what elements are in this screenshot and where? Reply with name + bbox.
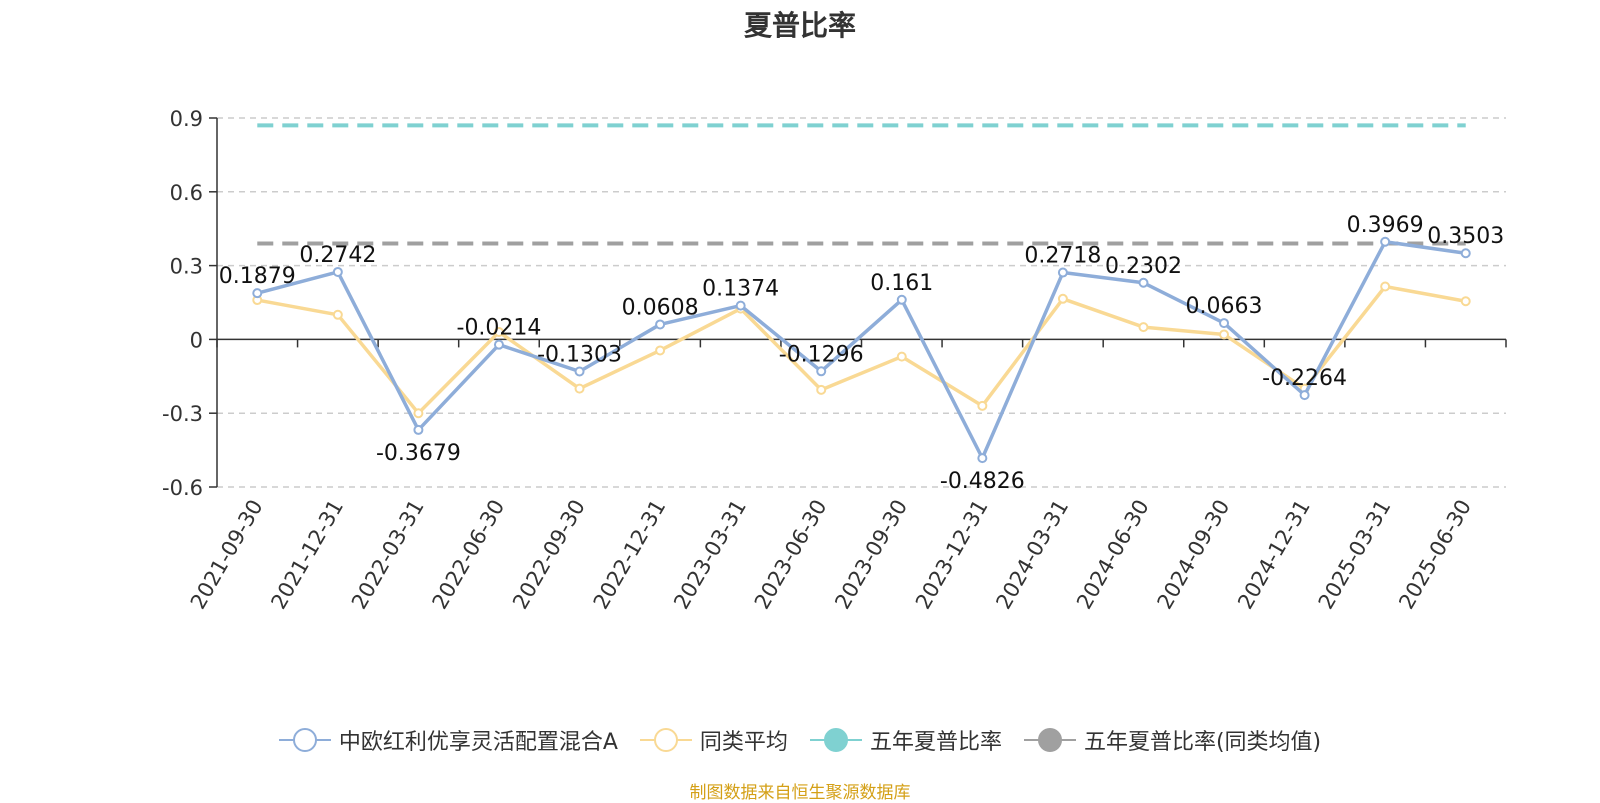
legend-marker-icon bbox=[1023, 728, 1076, 752]
y-tick-label: 0.6 bbox=[170, 181, 203, 205]
data-labels: 0.18790.2742-0.3679-0.0214-0.13030.06080… bbox=[219, 213, 1504, 494]
data-point[interactable] bbox=[493, 339, 504, 350]
data-label: 0.3969 bbox=[1347, 213, 1424, 238]
data-point[interactable] bbox=[896, 294, 907, 305]
data-point[interactable] bbox=[413, 424, 424, 435]
data-label: 0.1879 bbox=[219, 264, 296, 289]
series-line bbox=[256, 284, 1467, 415]
x-tick-label: 2024-03-31 bbox=[991, 496, 1073, 614]
data-label: 0.2742 bbox=[299, 243, 376, 268]
x-tick-label: 2022-12-31 bbox=[589, 496, 671, 614]
data-point[interactable] bbox=[1138, 277, 1149, 288]
data-label: -0.2264 bbox=[1262, 366, 1347, 391]
data-label: 0.0608 bbox=[622, 295, 699, 320]
data-point[interactable] bbox=[1138, 322, 1149, 333]
x-tick-label: 2024-06-30 bbox=[1072, 496, 1154, 614]
legend-marker-icon bbox=[278, 728, 331, 752]
y-tick-label: 0.9 bbox=[170, 107, 203, 131]
data-point[interactable] bbox=[493, 327, 504, 338]
x-tick-label: 2023-12-31 bbox=[911, 496, 993, 614]
y-tick-label: 0 bbox=[190, 328, 203, 352]
data-point[interactable] bbox=[413, 408, 424, 419]
data-point[interactable] bbox=[1380, 281, 1391, 292]
data-label: -0.1303 bbox=[537, 342, 622, 367]
legend-label: 同类平均 bbox=[699, 730, 788, 755]
series-line bbox=[256, 240, 1466, 460]
legend-marker-icon bbox=[639, 728, 692, 752]
data-point[interactable] bbox=[1219, 318, 1230, 329]
x-tick-label: 2024-12-31 bbox=[1233, 496, 1315, 614]
data-point[interactable] bbox=[574, 383, 585, 394]
data-point[interactable] bbox=[655, 319, 666, 330]
x-tick-label: 2025-06-30 bbox=[1394, 496, 1476, 614]
data-point[interactable] bbox=[252, 288, 263, 299]
legend-label: 五年夏普比率(同类均值) bbox=[1083, 730, 1322, 755]
data-label: -0.0214 bbox=[457, 316, 542, 341]
legend-item[interactable]: 五年夏普比率 bbox=[809, 724, 1002, 756]
data-point[interactable] bbox=[1057, 267, 1068, 278]
data-label: 0.3503 bbox=[1427, 224, 1504, 249]
y-tick-label: 0.3 bbox=[170, 255, 203, 279]
x-tick-label: 2021-12-31 bbox=[266, 496, 348, 614]
data-label: 0.1374 bbox=[702, 277, 779, 302]
x-tick-label: 2022-09-30 bbox=[508, 496, 590, 614]
chart-title: 夏普比率 bbox=[743, 9, 856, 42]
x-tick-label: 2024-09-30 bbox=[1153, 496, 1235, 614]
legend-label: 五年夏普比率 bbox=[869, 730, 1002, 755]
data-point[interactable] bbox=[1460, 296, 1471, 307]
data-point[interactable] bbox=[816, 366, 827, 377]
data-point[interactable] bbox=[332, 266, 343, 277]
data-point[interactable] bbox=[977, 400, 988, 411]
series-lines bbox=[252, 236, 1471, 464]
data-point[interactable] bbox=[735, 300, 746, 311]
x-tick-label: 2022-03-31 bbox=[347, 496, 429, 614]
legend-item[interactable]: 中欧红利优享灵活配置混合A bbox=[278, 724, 618, 756]
grid-lines bbox=[217, 117, 1506, 488]
legend-label: 中欧红利优享灵活配置混合A bbox=[338, 730, 618, 755]
legend-marker-icon bbox=[809, 728, 862, 752]
x-tick-label: 2023-09-30 bbox=[830, 496, 912, 614]
data-point[interactable] bbox=[977, 453, 988, 464]
data-label: -0.3679 bbox=[376, 441, 461, 466]
x-tick-label: 2023-03-31 bbox=[669, 496, 751, 614]
data-point[interactable] bbox=[1460, 248, 1471, 259]
data-label: 0.2302 bbox=[1105, 254, 1182, 279]
data-point[interactable] bbox=[816, 384, 827, 395]
data-point[interactable] bbox=[1299, 390, 1310, 401]
legend-item[interactable]: 同类平均 bbox=[639, 724, 788, 756]
reference-lines bbox=[257, 123, 1466, 246]
source-note: 制图数据来自恒生聚源数据库 bbox=[689, 783, 911, 803]
data-point[interactable] bbox=[1219, 329, 1230, 340]
x-tick-label: 2022-06-30 bbox=[427, 496, 509, 614]
data-label: -0.1296 bbox=[779, 342, 864, 367]
data-label: 0.0663 bbox=[1186, 294, 1263, 319]
data-label: 0.161 bbox=[870, 271, 933, 296]
x-tick-label: 2023-06-30 bbox=[750, 496, 832, 614]
data-label: -0.4826 bbox=[940, 469, 1025, 494]
y-tick-label: -0.6 bbox=[162, 476, 203, 500]
legend: 中欧红利优享灵活配置混合A 同类平均 五年夏普比率 五年夏普比率(同类均值) bbox=[0, 722, 1600, 758]
data-point[interactable] bbox=[1057, 293, 1068, 304]
data-label: 0.2718 bbox=[1024, 244, 1101, 269]
data-point[interactable] bbox=[896, 351, 907, 362]
legend-item[interactable]: 五年夏普比率(同类均值) bbox=[1023, 724, 1322, 756]
data-point[interactable] bbox=[332, 309, 343, 320]
x-tick-label: 2021-09-30 bbox=[186, 496, 268, 614]
data-point[interactable] bbox=[1380, 236, 1391, 247]
y-tick-label: -0.3 bbox=[162, 402, 203, 426]
data-point[interactable] bbox=[574, 366, 585, 377]
data-point[interactable] bbox=[655, 345, 666, 356]
x-tick-label: 2025-03-31 bbox=[1314, 496, 1396, 614]
